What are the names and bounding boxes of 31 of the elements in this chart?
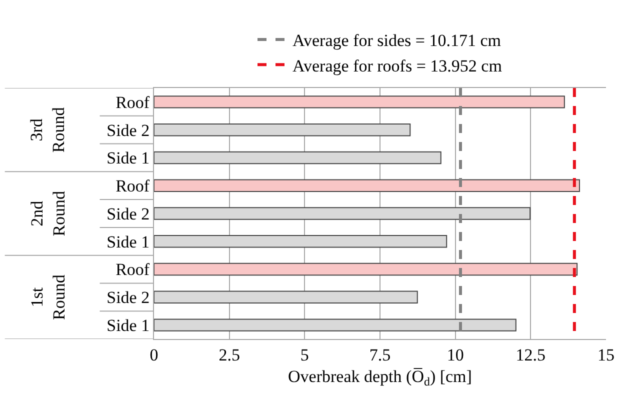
bar xyxy=(154,235,448,248)
text: 3rd Round xyxy=(26,106,68,153)
legend-label: Average for sides = 10.171 cm xyxy=(292,31,501,50)
x-tick-label: 12.5 xyxy=(516,345,546,364)
bar xyxy=(154,179,580,192)
text: 1st Round xyxy=(28,274,69,320)
y-tick-label: Roof xyxy=(116,92,150,112)
x-tick-label: 0 xyxy=(150,345,158,364)
y-tick-label: Side 1 xyxy=(106,316,150,336)
bar xyxy=(154,207,531,220)
text: 2nd Round xyxy=(27,190,68,236)
bar xyxy=(154,290,418,304)
bar xyxy=(154,318,516,332)
x-tick-label: 10 xyxy=(446,345,464,364)
bar xyxy=(154,123,411,136)
x-axis-title: Overbreak depth (O̅$_{d}$) [cm] xyxy=(288,366,472,388)
y-tick-label: Side 2 xyxy=(106,288,150,308)
y-tick-label: Side 2 xyxy=(106,120,150,140)
y-tick-label: Roof xyxy=(116,176,150,196)
y-tick-label: Side 2 xyxy=(106,204,150,224)
bar xyxy=(154,151,442,164)
y-tick-label: Side 1 xyxy=(106,148,150,168)
legend-label: Average for roofs = 13.952 cm xyxy=(292,56,502,76)
bar xyxy=(154,96,565,108)
x-tick-label: 7.5 xyxy=(369,345,391,364)
y-tick-label: Roof xyxy=(116,260,150,280)
x-tick-label: 15 xyxy=(598,345,614,364)
bar xyxy=(154,262,578,276)
x-tick-label: 2.5 xyxy=(218,345,240,364)
y-tick-label: Side 1 xyxy=(106,232,150,252)
x-tick-label: 5 xyxy=(300,345,309,364)
